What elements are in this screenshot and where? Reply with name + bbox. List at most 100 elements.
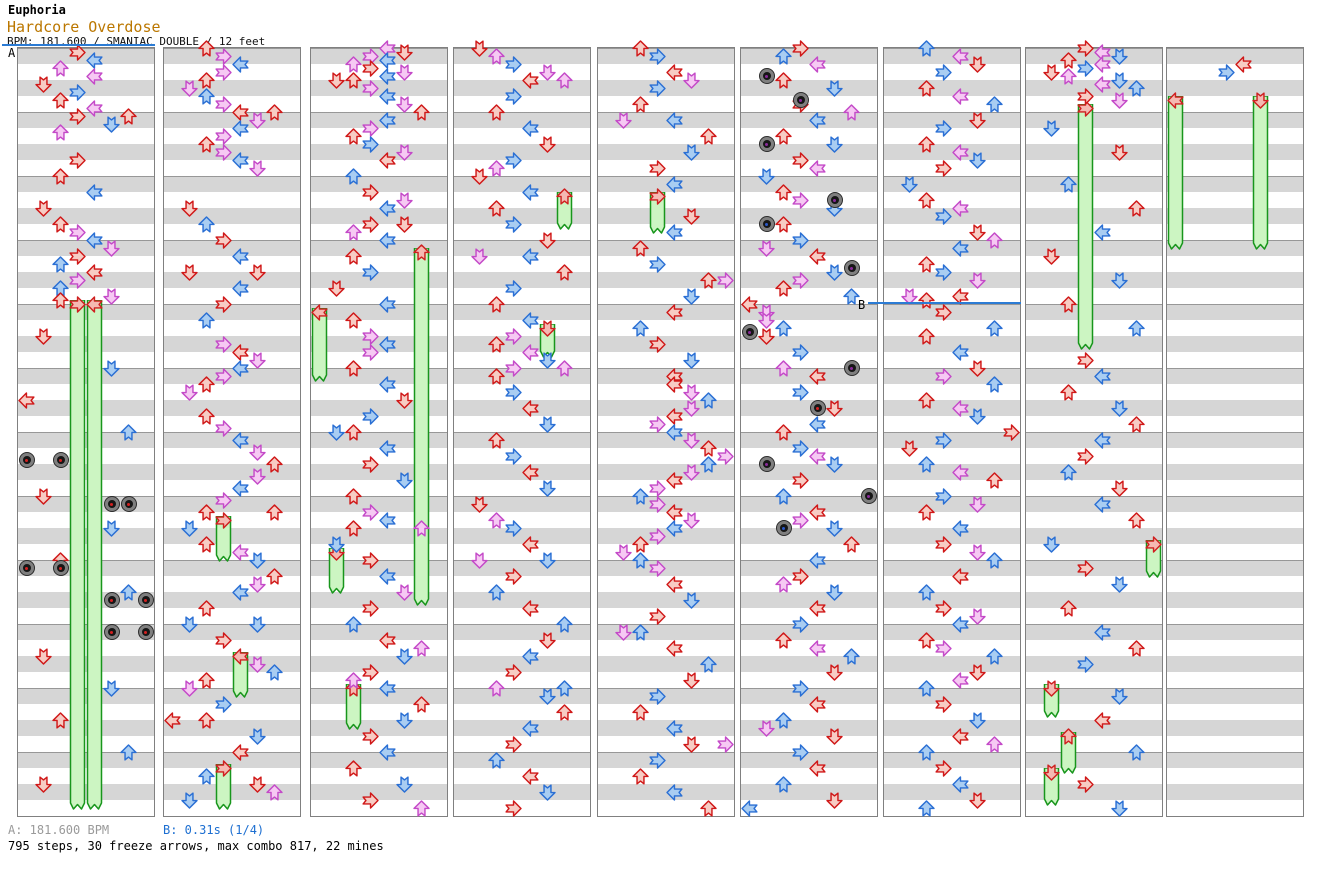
mine [18, 452, 35, 468]
note-arrow [198, 216, 215, 233]
note-arrow [683, 352, 700, 369]
note-arrow [488, 160, 505, 177]
note-arrow [649, 560, 666, 577]
note-arrow [345, 760, 362, 777]
note-arrow [843, 536, 860, 553]
freeze-head-arrow [328, 544, 345, 561]
note-arrow [198, 376, 215, 393]
note-arrow [198, 712, 215, 729]
note-arrow [379, 512, 396, 529]
note-arrow [826, 664, 843, 681]
freeze-body [86, 299, 103, 816]
chart-column [597, 40, 735, 817]
freeze-body [1145, 539, 1162, 584]
freeze-head-arrow [345, 680, 362, 697]
note-arrow [69, 272, 86, 289]
note-arrow [792, 192, 809, 209]
note-arrow [741, 296, 758, 313]
note-arrow [266, 784, 283, 801]
note-arrow [775, 360, 792, 377]
note-arrow [52, 256, 69, 273]
note-arrow [1128, 512, 1145, 529]
note-arrow [809, 368, 826, 385]
note-arrow [198, 88, 215, 105]
note-arrow [539, 64, 556, 81]
note-arrow [1060, 600, 1077, 617]
mine-dot [867, 494, 870, 498]
note-arrow [969, 408, 986, 425]
note-arrow [935, 696, 952, 713]
note-arrow [952, 568, 969, 585]
freeze-body [215, 515, 232, 568]
note-arrow [632, 552, 649, 569]
note-arrow [952, 200, 969, 217]
note-arrow [488, 48, 505, 65]
note-arrow [345, 56, 362, 73]
note-arrow [683, 400, 700, 417]
note-arrow [120, 424, 137, 441]
note-arrow [522, 312, 539, 329]
note-arrow [632, 40, 649, 57]
note-arrow [918, 192, 935, 209]
freeze-body [311, 307, 328, 388]
note-arrow [1128, 320, 1145, 337]
note-arrow [969, 792, 986, 809]
note-arrow [362, 728, 379, 745]
note-arrow [901, 440, 918, 457]
note-arrow [215, 48, 232, 65]
note-arrow [198, 536, 215, 553]
note-arrow [649, 416, 666, 433]
note-arrow [1218, 64, 1235, 81]
note-arrow [471, 496, 488, 513]
note-arrow [775, 216, 792, 233]
note-arrow [952, 672, 969, 689]
note-arrow [918, 392, 935, 409]
freeze-head-arrow [69, 296, 86, 313]
note-arrow [181, 616, 198, 633]
mine [826, 192, 843, 208]
note-arrow [345, 168, 362, 185]
mine [103, 496, 120, 512]
mine-dot [25, 566, 28, 570]
chart-column [1025, 40, 1163, 817]
note-arrow [1094, 624, 1111, 641]
note-arrow [69, 248, 86, 265]
freeze-body [539, 323, 556, 364]
note-arrow [86, 52, 103, 69]
note-arrow [232, 360, 249, 377]
mine [52, 560, 69, 576]
note-arrow [215, 492, 232, 509]
note-arrow [952, 88, 969, 105]
note-arrow [413, 104, 430, 121]
note-arrow [86, 232, 103, 249]
note-arrow [952, 400, 969, 417]
marker-a-line [2, 44, 155, 46]
note-arrow [86, 264, 103, 281]
note-arrow [379, 336, 396, 353]
note-arrow [505, 280, 522, 297]
note-arrow [952, 520, 969, 537]
note-arrow [556, 616, 573, 633]
note-arrow [181, 792, 198, 809]
note-arrow [1094, 56, 1111, 73]
note-arrow [35, 76, 52, 93]
note-arrow [809, 112, 826, 129]
note-arrow [396, 64, 413, 81]
note-arrow [522, 248, 539, 265]
chart-column [740, 40, 878, 817]
note-arrow [328, 280, 345, 297]
mine [792, 92, 809, 108]
note-arrow [649, 752, 666, 769]
note-arrow [232, 152, 249, 169]
note-arrow [683, 144, 700, 161]
note-arrow [328, 536, 345, 553]
note-arrow [215, 632, 232, 649]
footer-marker-b: B: 0.31s (1/4) [163, 823, 265, 837]
note-arrow [181, 80, 198, 97]
note-arrow [1094, 496, 1111, 513]
note-arrow [792, 616, 809, 633]
note-arrow [505, 56, 522, 73]
note-arrow [413, 696, 430, 713]
note-arrow [396, 648, 413, 665]
note-arrow [986, 320, 1003, 337]
